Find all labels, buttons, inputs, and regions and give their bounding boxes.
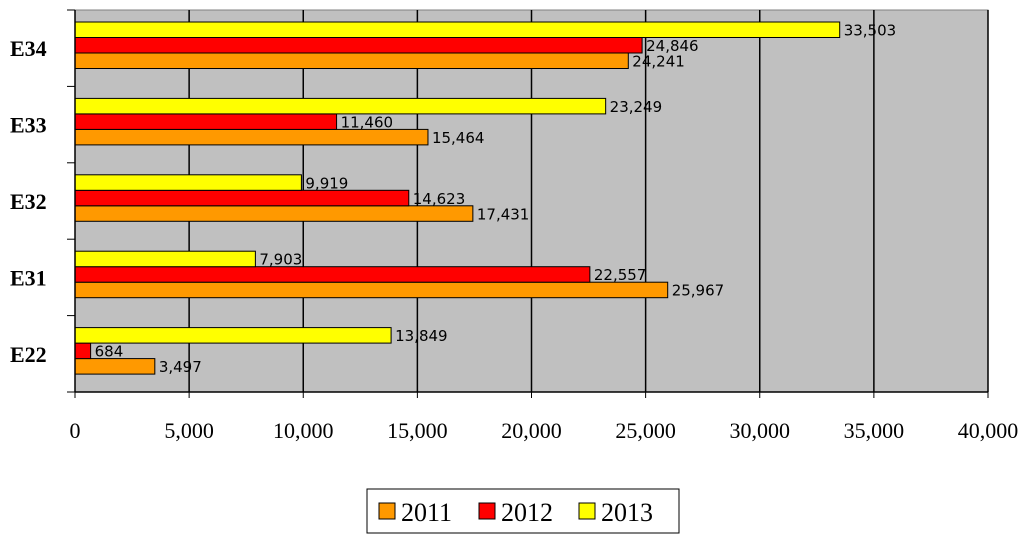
bar bbox=[74, 342, 92, 360]
category-label: E34 bbox=[10, 36, 47, 61]
x-tick-label: 20,000 bbox=[501, 418, 562, 443]
x-tick-label: 30,000 bbox=[730, 418, 791, 443]
x-tick-label: 5,000 bbox=[164, 418, 214, 443]
bar bbox=[74, 189, 410, 207]
data-label: 684 bbox=[95, 343, 124, 361]
data-label: 17,431 bbox=[477, 205, 529, 223]
data-label: 3,497 bbox=[159, 358, 202, 376]
legend-box bbox=[366, 488, 680, 534]
category-label: E33 bbox=[10, 113, 47, 138]
bar bbox=[74, 327, 392, 344]
data-label: 33,503 bbox=[844, 22, 897, 40]
data-label: 23,249 bbox=[610, 98, 663, 116]
category-label: E22 bbox=[10, 342, 47, 367]
bar bbox=[74, 97, 607, 115]
x-tick-label: 40,000 bbox=[958, 418, 1019, 443]
data-label: 24,846 bbox=[646, 37, 699, 55]
data-label: 13,849 bbox=[395, 327, 448, 345]
x-tick-label: 10,000 bbox=[273, 418, 334, 443]
data-label: 7,903 bbox=[259, 251, 302, 269]
legend-label: 2013 bbox=[601, 498, 653, 527]
bar bbox=[74, 52, 629, 69]
bar bbox=[74, 358, 156, 375]
legend-swatch bbox=[578, 502, 596, 520]
category-label: E31 bbox=[10, 265, 47, 290]
bar bbox=[74, 174, 302, 191]
data-label: 15,464 bbox=[432, 129, 485, 147]
legend-swatch bbox=[378, 502, 396, 520]
data-label: 25,967 bbox=[672, 282, 725, 300]
x-tick-label: 15,000 bbox=[387, 418, 448, 443]
x-tick-label: 35,000 bbox=[844, 418, 905, 443]
data-label: 24,241 bbox=[632, 53, 685, 71]
bar bbox=[74, 113, 338, 130]
bar bbox=[74, 128, 429, 146]
legend-label: 2011 bbox=[401, 498, 452, 527]
data-label: 14,623 bbox=[413, 190, 466, 208]
x-tick-label: 25,000 bbox=[615, 418, 676, 443]
bar bbox=[74, 205, 474, 222]
bar bbox=[74, 21, 841, 38]
bar bbox=[74, 250, 256, 268]
data-label: 22,557 bbox=[594, 266, 647, 284]
legend-label: 2012 bbox=[501, 498, 553, 527]
x-tick-label: 0 bbox=[70, 418, 81, 443]
category-label: E32 bbox=[10, 189, 47, 214]
legend-swatch bbox=[478, 502, 496, 520]
data-label: 11,460 bbox=[341, 113, 394, 131]
bar bbox=[74, 37, 643, 54]
bar bbox=[74, 266, 591, 283]
data-label: 9,919 bbox=[305, 174, 348, 192]
bar bbox=[74, 281, 669, 299]
